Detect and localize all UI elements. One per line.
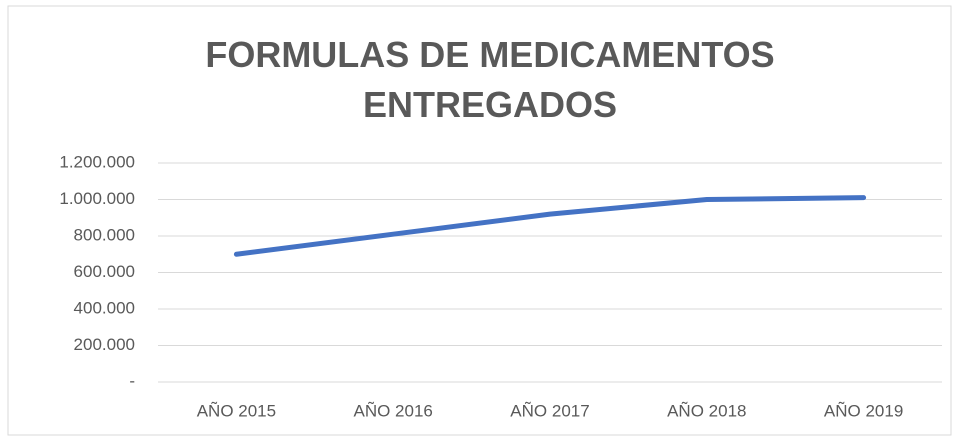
x-tick-label: AÑO 2018 <box>667 401 746 420</box>
y-tick-label: 200.000 <box>74 335 135 354</box>
x-tick-label: AÑO 2016 <box>354 401 433 420</box>
x-tick-label: AÑO 2019 <box>824 401 903 420</box>
y-tick-label: 1.200.000 <box>59 152 135 171</box>
x-tick-label: AÑO 2017 <box>510 401 589 420</box>
y-tick-label: 1.000.000 <box>59 189 135 208</box>
y-tick-label: 800.000 <box>74 225 135 244</box>
x-tick-label: AÑO 2015 <box>197 401 276 420</box>
y-tick-label: 600.000 <box>74 262 135 281</box>
data-line <box>233 195 867 257</box>
chart-title: FORMULAS DE MEDICAMENTOS ENTREGADOS <box>205 34 775 125</box>
chart-border <box>7 5 952 436</box>
y-tick-label: 400.000 <box>74 298 135 317</box>
y-tick-label: - <box>129 371 135 390</box>
